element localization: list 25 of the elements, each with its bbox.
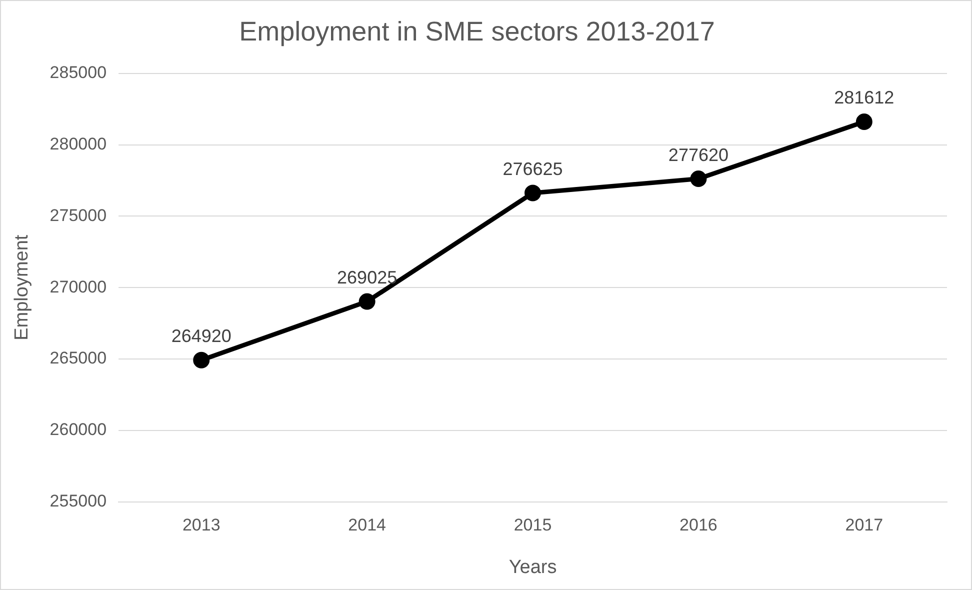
x-tick-label: 2015 (514, 516, 552, 535)
x-tick-label: 2013 (182, 516, 220, 535)
x-tick-label: 2017 (845, 516, 884, 535)
x-tick-label: 2014 (348, 516, 386, 535)
point (193, 352, 210, 368)
point (524, 184, 542, 202)
data-label: 277620 (668, 144, 728, 165)
y-tick-label: 275000 (50, 206, 107, 225)
y-tick-label: 285000 (50, 63, 107, 82)
point (358, 293, 376, 310)
y-tick-label: 270000 (50, 277, 107, 296)
point (690, 170, 707, 188)
y-tick-label: 255000 (50, 491, 107, 510)
data-label: 264920 (171, 326, 232, 346)
y-tick-label: 280000 (50, 134, 107, 154)
data-label: 276625 (502, 158, 563, 179)
y-tick-label: 265000 (50, 348, 107, 368)
y-axis-title: Employment (12, 234, 33, 340)
x-axis-title: Years (508, 556, 557, 578)
point (856, 114, 872, 130)
y-tick-label: 260000 (50, 420, 107, 440)
x-tick-label: 2016 (680, 516, 718, 535)
data-label: 269025 (337, 267, 398, 288)
data-label: 281612 (834, 88, 894, 108)
chart-title: Employment in SME sectors 2013-2017 (239, 16, 715, 47)
